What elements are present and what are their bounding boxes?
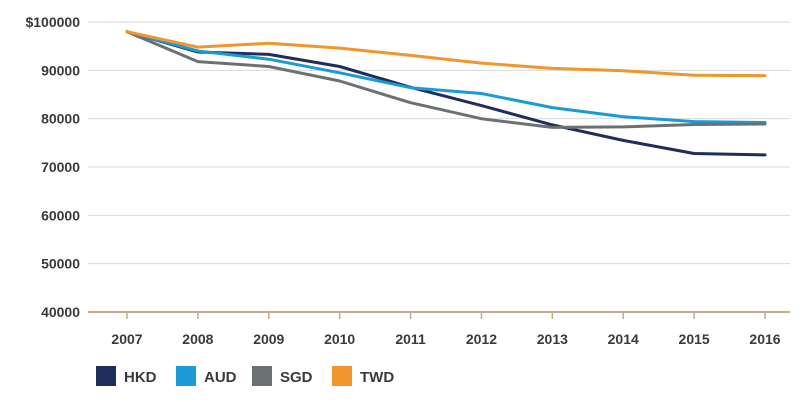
series-line-twd	[125, 30, 767, 78]
legend-swatch-twd	[332, 366, 352, 386]
x-tick-label: 2011	[395, 331, 426, 347]
y-tick-label: 90000	[41, 62, 80, 78]
y-tick-label: 60000	[41, 207, 80, 223]
legend-label-hkd: HKD	[124, 369, 157, 386]
y-tick-label: 50000	[41, 256, 80, 272]
y-tick-label: $100000	[25, 14, 80, 30]
x-tick-label: 2016	[749, 331, 780, 347]
series-line-aud	[125, 30, 767, 124]
x-tick-label: 2014	[608, 331, 639, 347]
x-tick-label: 2007	[111, 331, 142, 347]
legend-swatch-sgd	[252, 366, 272, 386]
x-tick-label: 2012	[466, 331, 497, 347]
x-tick-label: 2009	[253, 331, 284, 347]
y-tick-label: 40000	[41, 304, 80, 320]
y-tick-label: 70000	[41, 159, 80, 175]
x-tick-label: 2010	[324, 331, 355, 347]
legend-swatch-hkd	[96, 366, 116, 386]
x-tick-label: 2013	[537, 331, 568, 347]
series-line-sgd	[125, 30, 767, 129]
legend-label-twd: TWD	[360, 369, 394, 386]
legend-label-aud: AUD	[204, 369, 237, 386]
x-tick-label: 2015	[679, 331, 710, 347]
x-tick-label: 2008	[182, 331, 213, 347]
legend-swatch-aud	[176, 366, 196, 386]
series-line-hkd	[125, 30, 767, 157]
y-tick-label: 80000	[41, 111, 80, 127]
legend-label-sgd: SGD	[280, 369, 313, 386]
